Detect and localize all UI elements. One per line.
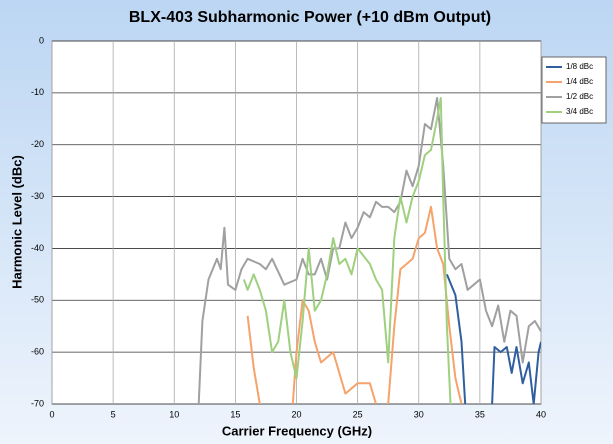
x-tick-label: 15 — [230, 409, 240, 419]
series-line — [246, 205, 463, 404]
series-line — [445, 274, 541, 404]
y-tick-label: -30 — [31, 191, 44, 201]
legend-label: 3/4 dBc — [566, 107, 593, 116]
y-axis-label: Harmonic Level (dBc) — [9, 155, 24, 289]
lines — [197, 97, 541, 404]
x-tick-label: 10 — [169, 409, 179, 419]
x-tick-label: 35 — [475, 409, 485, 419]
y-tick-label: -20 — [31, 139, 44, 149]
y-tick-label: -40 — [31, 243, 44, 253]
legend: 1/8 dBc 1/4 dBc 1/2 dBc 3/4 dBc — [541, 56, 607, 124]
x-tick-label: 30 — [414, 409, 424, 419]
legend-label: 1/4 dBc — [566, 77, 593, 86]
chart-title: BLX-403 Subharmonic Power (+10 dBm Outpu… — [129, 9, 491, 26]
legend-label: 1/8 dBc — [566, 62, 593, 71]
y-tick-label: -50 — [31, 295, 44, 305]
x-tick-label: 20 — [291, 409, 301, 419]
y-tick-label: -10 — [31, 87, 44, 97]
legend-label: 1/2 dBc — [566, 92, 593, 101]
x-tick-label: 5 — [111, 409, 116, 419]
series-line — [197, 97, 541, 404]
x-axis-label: Carrier Frequency (GHz) — [222, 423, 372, 438]
series-line — [242, 97, 452, 404]
y-tick-label: -60 — [31, 347, 44, 357]
x-tick-label: 0 — [49, 409, 54, 419]
x-tick-label: 25 — [353, 409, 363, 419]
y-tick-label: 0 — [39, 35, 44, 45]
grid: 0 -10 -20 -30 -40 -50 -60 -70 0 5 10 15 20 25 30 35 40 — [31, 35, 546, 419]
x-tick-label: 40 — [536, 409, 546, 419]
y-tick-label: -70 — [31, 398, 44, 408]
